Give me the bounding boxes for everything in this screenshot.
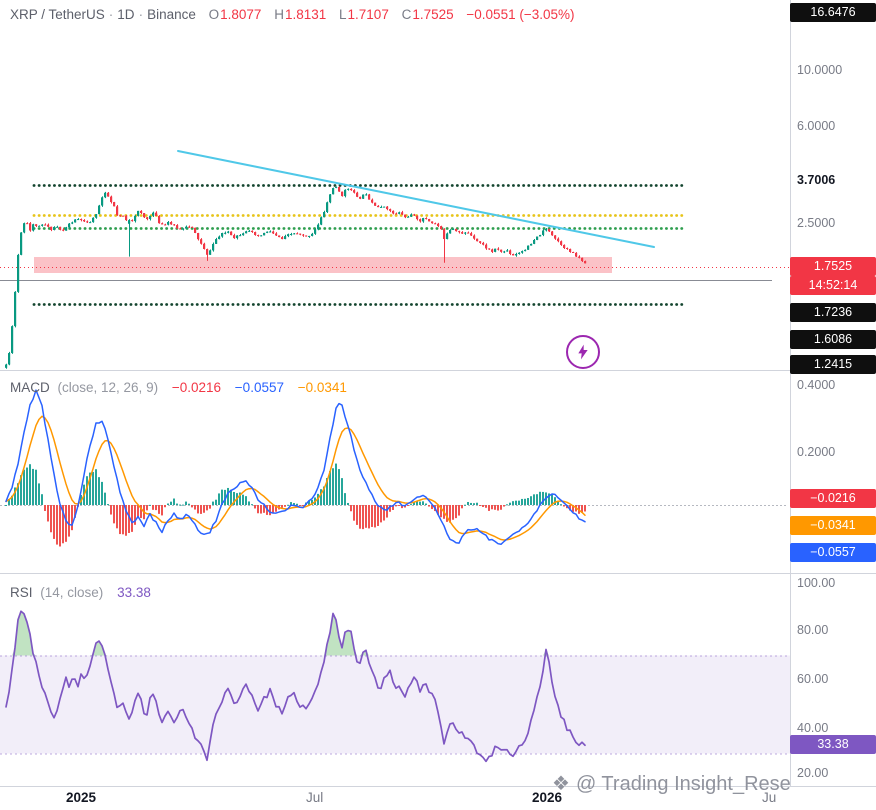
- time-axis[interactable]: 2025 Jul 2026 Ju: [0, 787, 790, 810]
- ohlc-low: L1.7107: [339, 7, 389, 22]
- macd-hist-value: −0.0216: [171, 380, 222, 395]
- macd-title[interactable]: MACD: [10, 380, 50, 395]
- macd-line-value: −0.0557: [234, 380, 284, 395]
- change-value: −0.0551 (−3.05%): [466, 7, 575, 22]
- separator-dot: ·: [108, 7, 114, 22]
- rsi-legend: RSI (14, close) 33.38: [10, 585, 151, 600]
- ohlc-open: O1.8077: [208, 7, 262, 22]
- macd-signal-value: −0.0341: [297, 380, 347, 395]
- time-label-year: 2025: [66, 790, 97, 805]
- macd-legend: MACD (close, 12, 26, 9) −0.0216 −0.0557 …: [10, 380, 347, 395]
- interval-label[interactable]: 1D: [117, 7, 135, 22]
- separator-dot: ·: [138, 7, 144, 22]
- time-label-month: Ju: [762, 790, 777, 805]
- rsi-value: 33.38: [117, 585, 151, 600]
- rsi-params: (14, close): [40, 585, 104, 600]
- price-legend: XRP / TetherUS · 1D · Binance O1.8077 H1.813…: [10, 7, 575, 22]
- lightning-icon[interactable]: [566, 335, 600, 369]
- lightning-bolt-glyph: [578, 344, 588, 360]
- diamond-icon: ❖: [552, 773, 570, 795]
- macd-params: (close, 12, 26, 9): [57, 380, 159, 395]
- ohlc-high: H1.8131: [274, 7, 327, 22]
- time-label-month: Jul: [306, 790, 324, 805]
- rsi-title[interactable]: RSI: [10, 585, 33, 600]
- watermark: ❖ @ Trading Insight_Rese: [552, 771, 876, 796]
- time-label-year: 2026: [532, 790, 563, 805]
- symbol-name[interactable]: XRP / TetherUS: [10, 7, 105, 22]
- ohlc-close: C1.7525: [401, 7, 454, 22]
- watermark-text: @ Trading Insight_Rese: [575, 773, 791, 795]
- exchange-label[interactable]: Binance: [147, 7, 196, 22]
